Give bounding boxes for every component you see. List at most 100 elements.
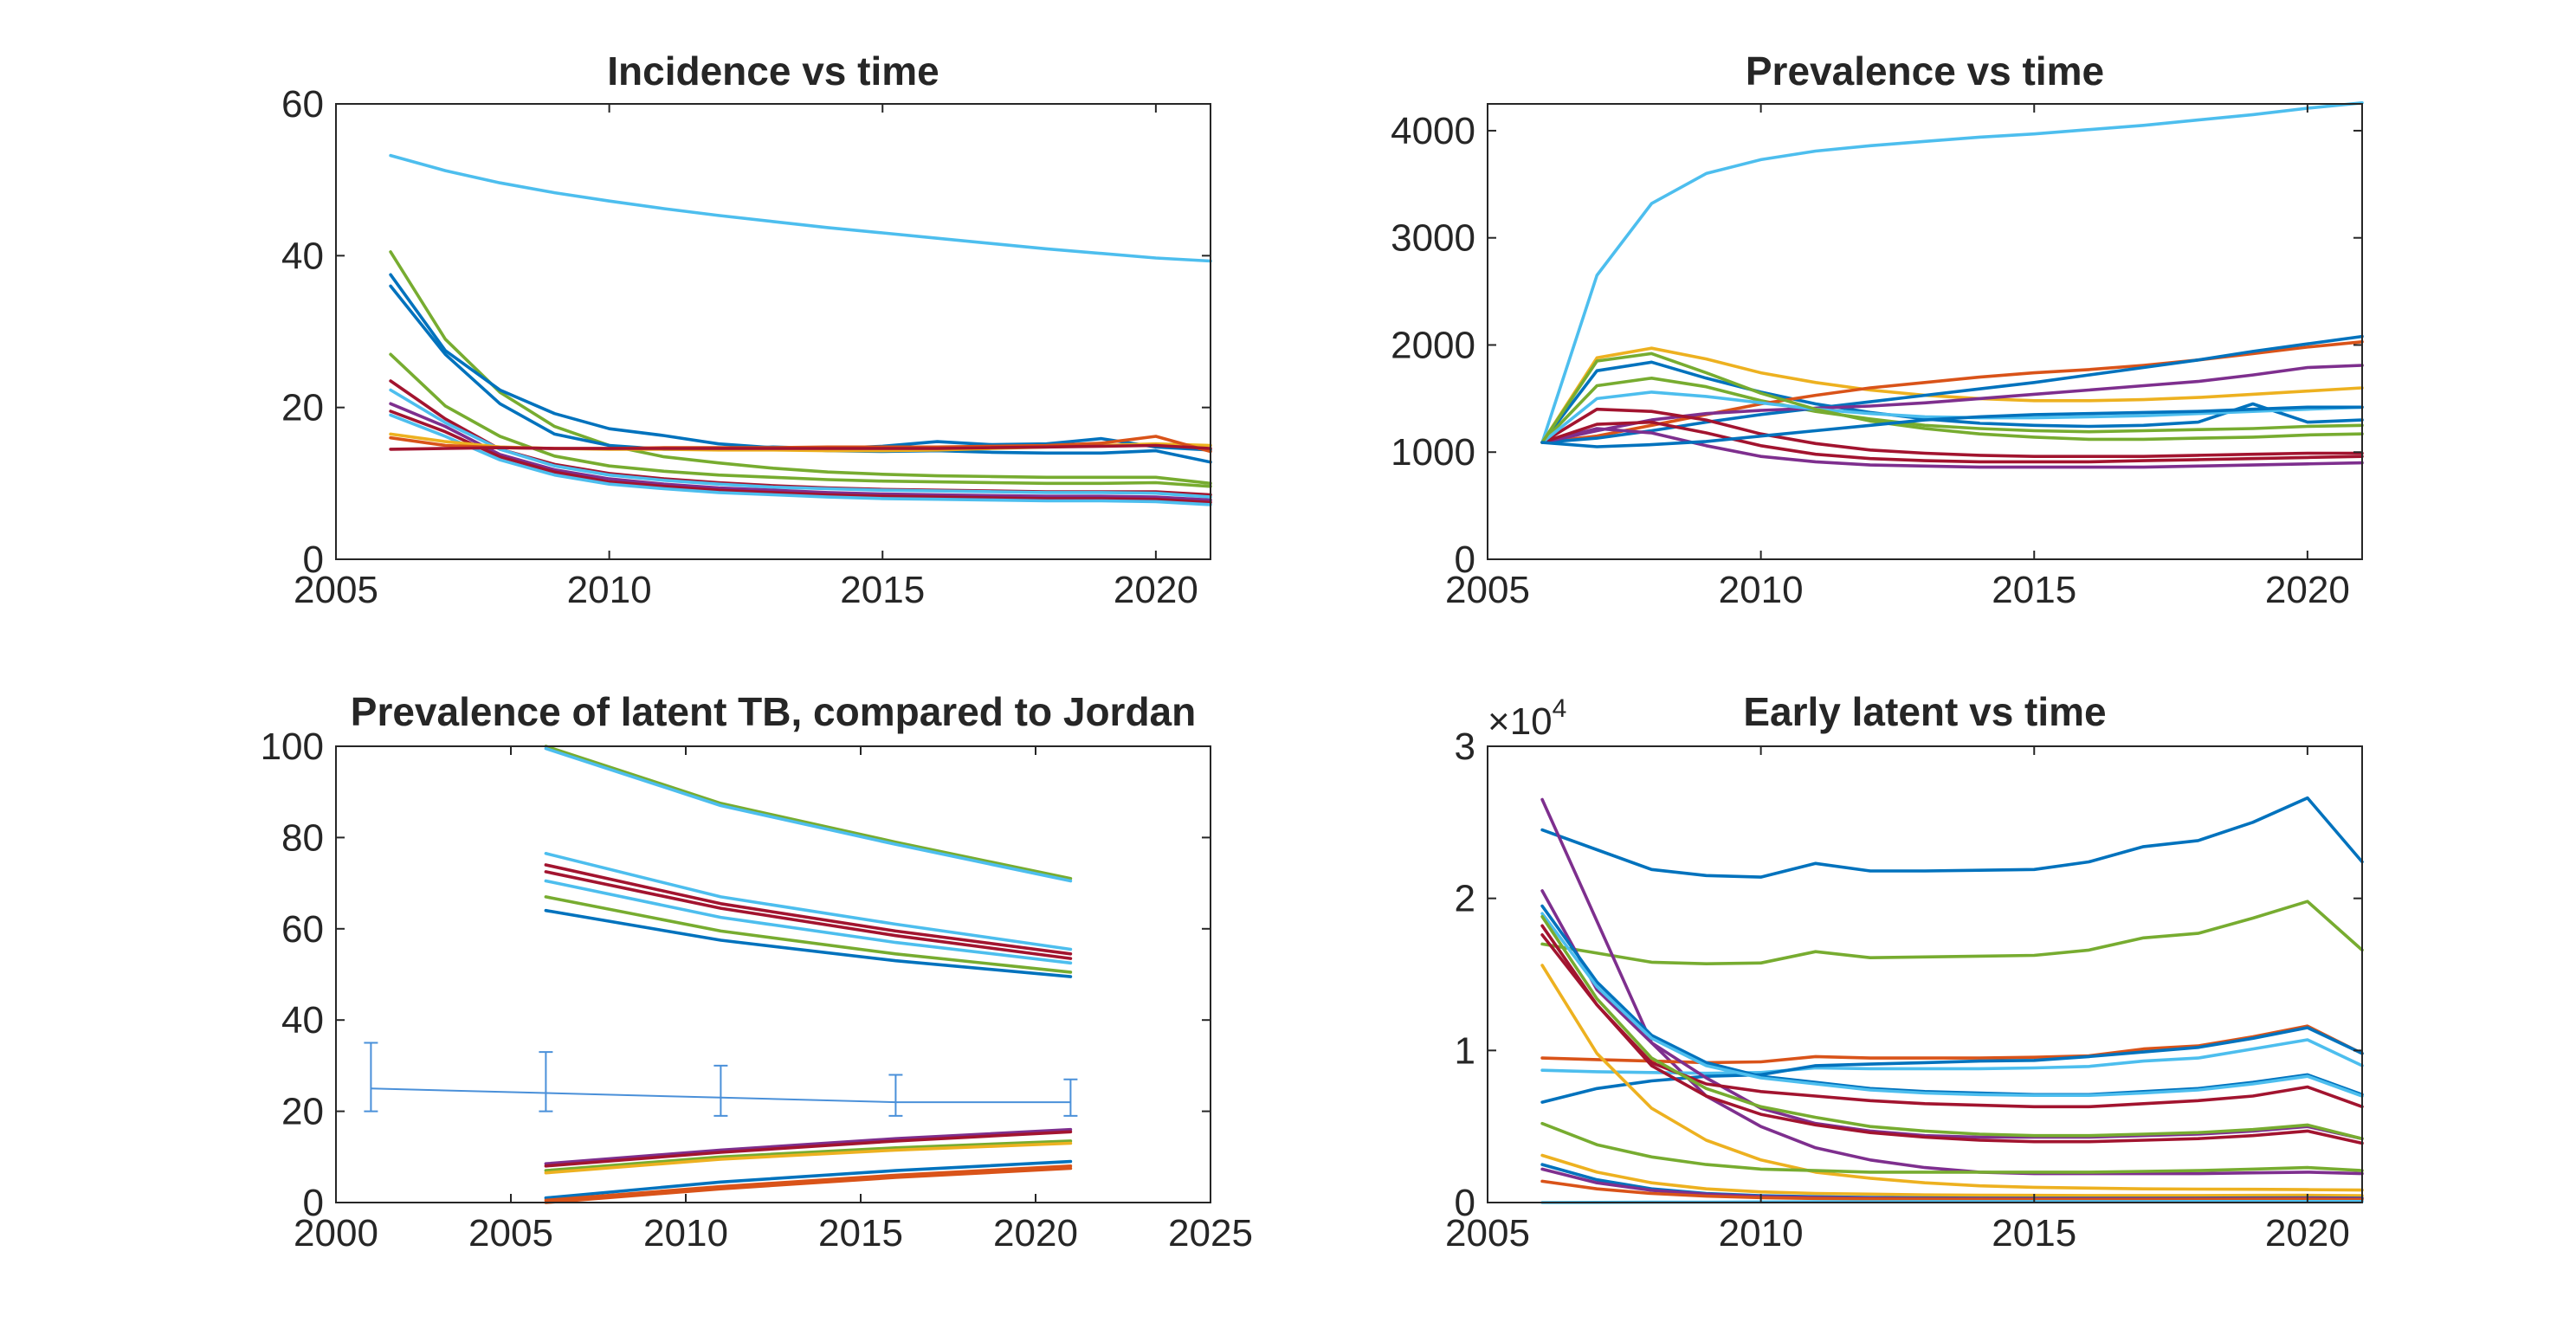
series-line-1 [1540, 101, 2364, 444]
y-tick-label: 2 [1455, 878, 1475, 920]
series-line-12 [544, 1141, 1073, 1175]
series-line-14 [1540, 1121, 2364, 1174]
x-tick-label: 2020 [2265, 1212, 2350, 1254]
series-line-5 [544, 870, 1073, 960]
series-line-11 [544, 1139, 1073, 1172]
series-line-7 [544, 895, 1073, 974]
series-line-15 [1540, 1153, 2364, 1197]
series-line-6 [1540, 1026, 2364, 1104]
series-line-3 [544, 851, 1073, 951]
x-tick-label: 2005 [468, 1212, 553, 1254]
axis-ticks: 2005 2010 2015 2020 0 20 40 60 [281, 83, 1211, 611]
series-line-18 [1540, 1179, 2364, 1202]
errorbar-series [364, 1042, 1078, 1117]
series-line-4 [1540, 376, 2364, 444]
chart-title: Early latent vs time [1743, 689, 2106, 734]
series-line-10 [544, 1130, 1073, 1168]
x-tick-label: 2015 [840, 569, 925, 611]
axes-box [335, 103, 1211, 560]
y-tick-label: 1000 [1391, 431, 1475, 474]
series-line-2 [544, 746, 1073, 883]
y-tick-label: 60 [281, 83, 324, 126]
series-line-13 [1540, 405, 2364, 448]
y-tick-label: 0 [303, 539, 324, 581]
y-tick-label: 0 [1455, 539, 1475, 581]
axes-box [335, 745, 1211, 1203]
y-tick-label: 0 [303, 1182, 324, 1224]
x-tick-label: 2025 [1168, 1212, 1253, 1254]
panel-incidence: Incidence vs time 2005 2010 2015 2020 0 20 40 6… [281, 48, 1212, 611]
series-line-15 [544, 1166, 1073, 1204]
x-tick-label: 2010 [643, 1212, 728, 1254]
y-tick-label: 2000 [1391, 324, 1475, 366]
plot-lines [1540, 101, 2364, 469]
series-line-2 [1540, 346, 2364, 444]
series-line-14 [544, 1164, 1073, 1203]
panel-early-latent: Early latent vs time 2005 2010 2015 2020012… [1445, 689, 2364, 1254]
y-tick-label: 3000 [1391, 217, 1475, 260]
series-line-10 [1540, 912, 2364, 1098]
series-line-2 [1540, 900, 2364, 965]
panel-latent-prevalence: Prevalence of latent TB, compared to Jor… [261, 689, 1253, 1254]
plot-lines [1540, 796, 2364, 1204]
y-tick-label: 60 [281, 908, 324, 951]
x-tick-label: 2015 [1992, 1212, 2076, 1254]
series-line-13 [544, 1159, 1073, 1200]
series-line-1 [1540, 796, 2364, 879]
series-line-12 [1540, 351, 2364, 444]
series-line-10 [389, 413, 1212, 506]
series-line-8 [544, 908, 1073, 978]
series-line-9 [544, 1127, 1073, 1165]
axes-box [1487, 103, 2363, 560]
x-tick-label: 2005 [1445, 569, 1530, 611]
x-tick-label: 2010 [567, 569, 652, 611]
y-tick-label: 80 [281, 816, 324, 859]
series-line-8 [389, 402, 1212, 502]
series-line-1 [389, 153, 1212, 263]
series-line-11 [1540, 914, 2364, 1140]
series-line-7 [389, 388, 1212, 499]
series-line-3 [1540, 797, 2364, 1176]
series-line-1 [544, 745, 1073, 880]
series-line-13 [389, 443, 1212, 451]
x-tick-label: 2020 [2265, 569, 2350, 611]
series-line-9 [389, 410, 1212, 505]
y-tick-label: 3 [1455, 726, 1475, 768]
series-line-9 [1540, 427, 2364, 469]
y-tick-label: 100 [261, 726, 324, 768]
y-axis-multiplier-base: ×10 [1488, 700, 1553, 743]
x-tick-label: 2015 [1992, 569, 2076, 611]
series-line-4 [544, 863, 1073, 956]
x-tick-label: 2005 [1445, 1212, 1530, 1254]
axis-ticks: 2005 2010 2015 2020 0 1000 2000 3000 4000 [1391, 104, 2362, 611]
y-tick-label: 40 [281, 999, 324, 1042]
y-axis-multiplier: ×104 [1488, 694, 1566, 743]
series-line-12 [1540, 924, 2364, 1145]
series-line-2 [389, 250, 1212, 486]
x-tick-label: 2005 [294, 569, 378, 611]
panel-prevalence: Prevalence vs time 2005 2010 2015 2020 0 1000… [1391, 48, 2364, 611]
y-tick-label: 1 [1455, 1029, 1475, 1072]
x-tick-label: 2020 [1114, 569, 1198, 611]
x-tick-label: 2015 [818, 1212, 903, 1254]
series-line-6 [544, 879, 1073, 965]
chart-title: Prevalence of latent TB, compared to Jor… [351, 689, 1196, 734]
axis-ticks: 2000 2005 2010 2015 2020 2025 0 20 40 60 80 100 [261, 726, 1253, 1254]
y-tick-label: 4000 [1391, 110, 1475, 152]
chart-title: Incidence vs time [607, 48, 939, 94]
axes-box [1487, 745, 2363, 1203]
axis-ticks: 2005 2010 2015 2020 0 1 2 3 [1445, 726, 2362, 1254]
x-tick-label: 2000 [294, 1212, 378, 1254]
x-tick-label: 2010 [1719, 569, 1804, 611]
y-tick-label: 0 [1455, 1182, 1475, 1224]
chart-title: Prevalence vs time [1746, 48, 2104, 94]
plot-lines [544, 745, 1073, 1204]
y-axis-multiplier-exponent: 4 [1553, 694, 1567, 723]
x-tick-label: 2020 [993, 1212, 1078, 1254]
series-line-13 [1540, 964, 2364, 1192]
y-tick-label: 20 [281, 387, 324, 429]
plot-lines [389, 153, 1212, 506]
x-tick-label: 2010 [1719, 1212, 1804, 1254]
